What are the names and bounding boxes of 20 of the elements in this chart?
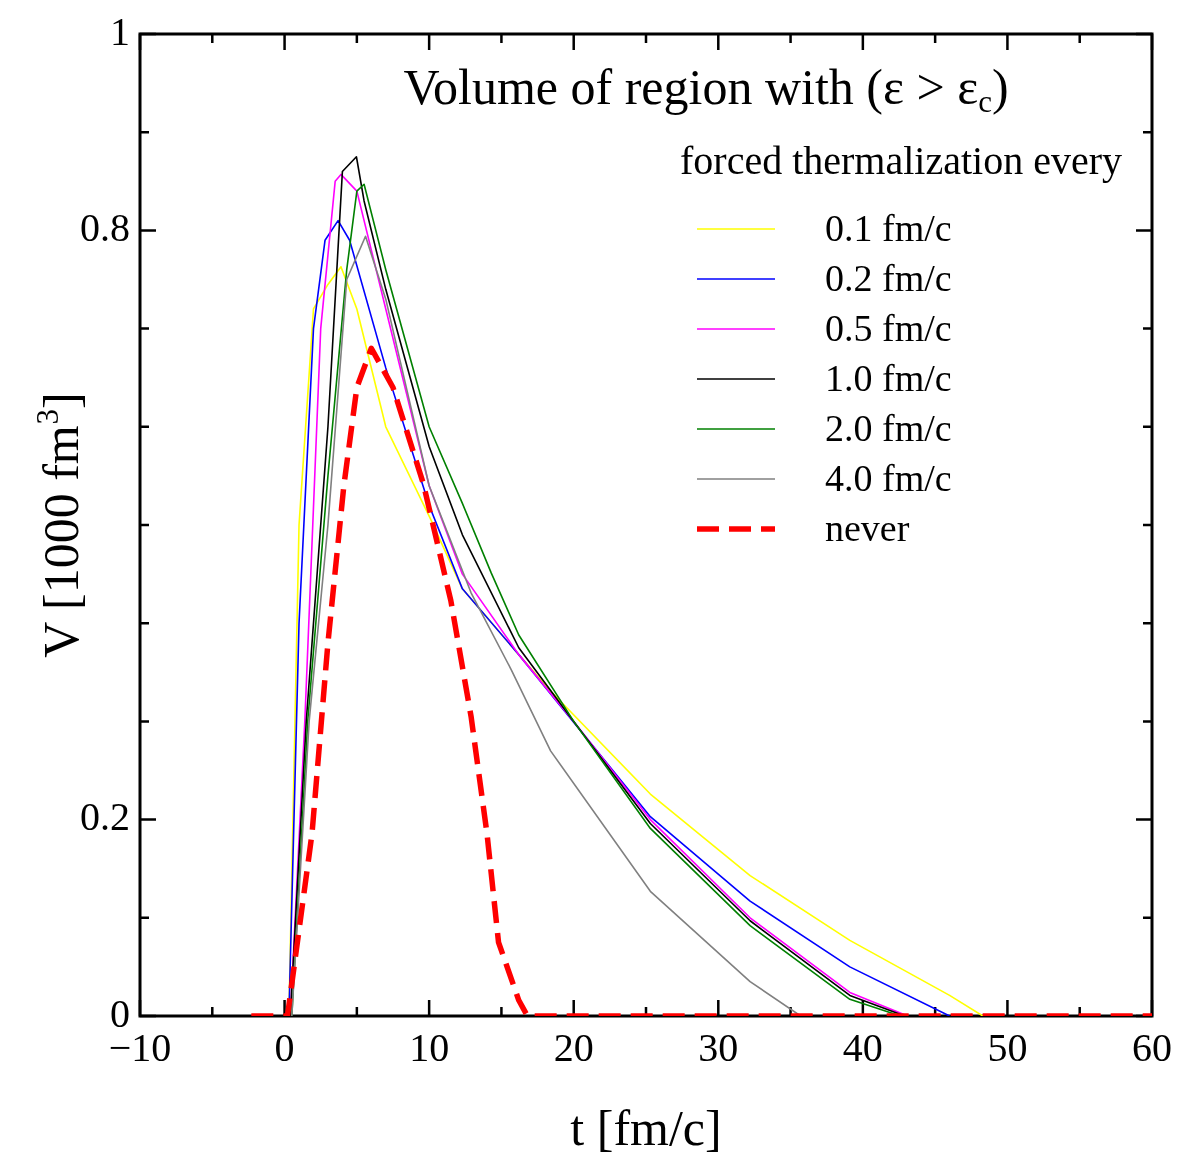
legend-label: 0.5 fm/c [825,307,952,349]
legend-title: forced thermalization every [680,138,1123,183]
y-tick-label: 1 [110,8,130,54]
legend-label: 1.0 fm/c [825,357,952,399]
x-tick-label: 20 [553,1024,594,1070]
x-tick-label: 60 [1132,1024,1172,1070]
legend-label: 0.2 fm/c [825,257,952,299]
y-tick-label: 0.2 [80,794,130,840]
legend-label: 0.1 fm/c [825,207,952,249]
y-axis-title: V [1000 fm3] [30,392,89,658]
legend-label: 4.0 fm/c [825,457,952,499]
x-tick-label: 0 [274,1024,295,1070]
x-axis-title: t [fm/c] [570,1100,722,1156]
x-tick-label: 10 [409,1024,450,1070]
legend-label: never [825,507,910,549]
x-tick-label: 30 [698,1024,739,1070]
x-tick-label: 50 [987,1024,1028,1070]
legend-label: 2.0 fm/c [825,407,952,449]
y-tick-label: 0.8 [80,204,130,250]
x-tick-label: 40 [842,1024,883,1070]
